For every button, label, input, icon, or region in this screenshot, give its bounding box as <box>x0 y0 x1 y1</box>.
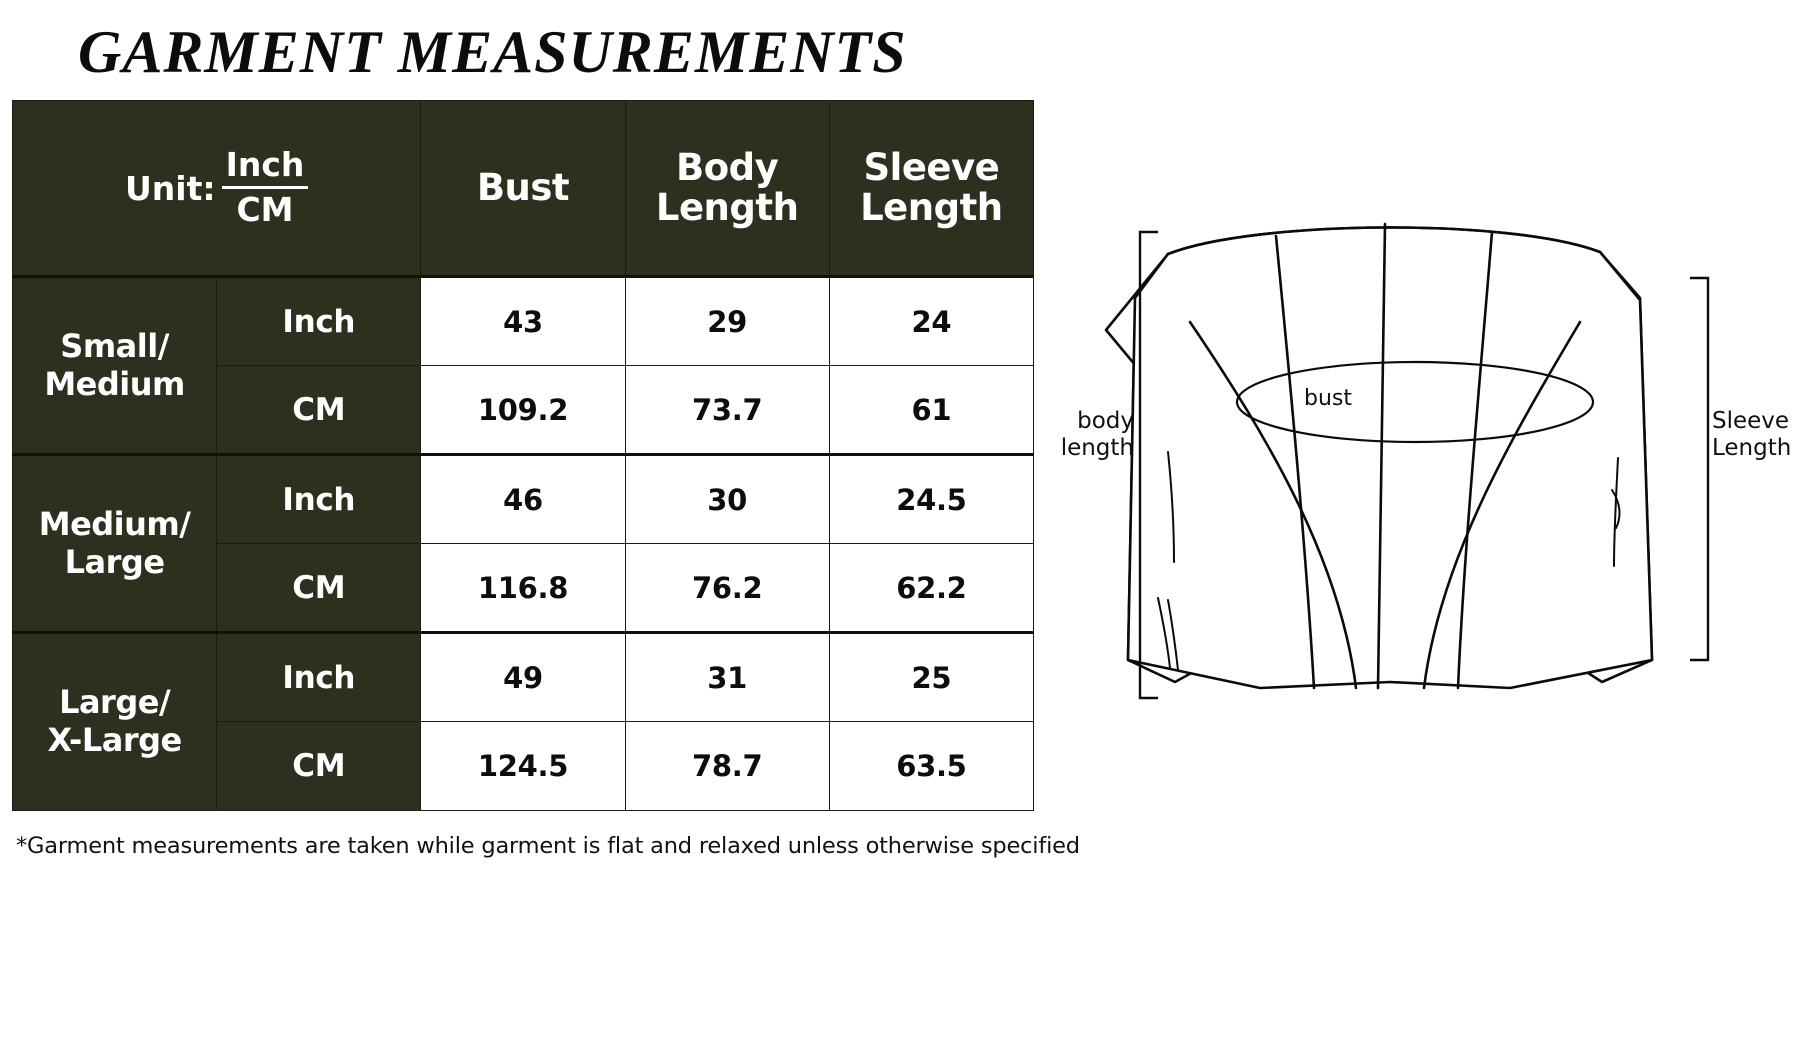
garment-flat-sketch-svg <box>1104 222 1710 700</box>
left-hem-detail-a <box>1157 597 1171 669</box>
body-length-line1: Body <box>676 146 779 190</box>
measurement-table-container: Unit: Inch CM Bust Body Length <box>11 100 1035 811</box>
footnote-text: *Garment measurements are taken while ga… <box>16 833 1080 859</box>
cell-sleeve-length: 25 <box>828 631 1035 722</box>
size-line1: Large/ <box>59 683 171 722</box>
table-row: CM 109.2 73.7 61 <box>13 365 1035 455</box>
sleeve-length-line1: Sleeve <box>863 146 1000 190</box>
table-row: Medium/ Large Inch 46 30 24.5 <box>11 453 1035 633</box>
size-line2: X-Large <box>47 721 182 759</box>
unit-fraction: Inch CM <box>221 145 309 229</box>
cell-bust: 49 <box>420 631 626 722</box>
size-line2: Large <box>64 542 165 581</box>
cell-sleeve-length: 61 <box>828 365 1035 455</box>
cell-sleeve-length: 24.5 <box>828 453 1035 544</box>
right-pocket-flap <box>1611 489 1621 529</box>
shoulder-seam <box>1166 226 1602 256</box>
sleeve-length-line2: Length <box>860 186 1003 229</box>
unit-row-label-inch: Inch <box>216 453 422 544</box>
size-line2: Medium <box>44 364 185 403</box>
cell-bust: 116.8 <box>420 543 626 633</box>
body-length-line2: Length <box>655 186 799 229</box>
table-header: Unit: Inch CM Bust Body Length <box>11 100 1035 277</box>
cell-bust: 124.5 <box>420 721 626 811</box>
unit-row-label-inch: Inch <box>216 275 422 366</box>
table-row: Small/ Medium Inch 43 29 24 <box>11 275 1035 455</box>
cell-body-length: 30 <box>624 453 830 544</box>
center-back-line <box>1376 222 1387 690</box>
size-label-small-medium: Small/ Medium <box>11 275 218 455</box>
right-pocket-detail <box>1613 457 1619 567</box>
body-panel <box>1126 226 1654 690</box>
unit-denominator: CM <box>236 190 294 229</box>
garment-outline-group <box>1104 222 1654 690</box>
table-body: Small/ Medium Inch 43 29 24 CM 109.2 73.… <box>11 275 1035 811</box>
sleeve-length-annotation-label: Sleeve Length <box>1712 408 1792 462</box>
measurement-table: Unit: Inch CM Bust Body Length <box>11 100 1035 811</box>
cell-bust: 46 <box>420 453 626 544</box>
cell-sleeve-length: 62.2 <box>828 543 1035 633</box>
unit-numerator: Inch <box>225 145 305 185</box>
cell-body-length: 29 <box>624 275 830 366</box>
bust-measure-ellipse <box>1235 360 1595 444</box>
unit-row-label-inch: Inch <box>216 631 422 722</box>
left-hem-detail-b <box>1167 599 1179 671</box>
unit-label: Unit: <box>124 168 216 208</box>
body-length-annotation-label: body length <box>1060 408 1134 462</box>
left-lapel-roll-line <box>1274 234 1316 690</box>
size-line1: Medium/ <box>38 504 191 543</box>
cell-bust: 43 <box>420 275 626 366</box>
unit-row-label-cm: CM <box>216 721 422 811</box>
size-line1: Small/ <box>60 326 169 365</box>
table-row: CM 124.5 78.7 63.5 <box>13 721 1035 811</box>
left-pocket-detail <box>1167 451 1175 563</box>
bust-annotation-label: bust <box>1304 386 1352 411</box>
unit-header-cell: Unit: Inch CM <box>11 100 422 277</box>
fraction-bar <box>221 186 309 189</box>
cell-body-length: 73.7 <box>624 365 830 455</box>
cell-sleeve-length: 24 <box>828 275 1035 366</box>
size-label-medium-large: Medium/ Large <box>11 453 218 633</box>
sleeve-length-bracket <box>1690 276 1710 662</box>
size-label-large-xlarge: Large/ X-Large <box>11 631 218 811</box>
column-header-bust: Bust <box>420 100 626 277</box>
cell-body-length: 76.2 <box>624 543 830 633</box>
cell-body-length: 78.7 <box>624 721 830 811</box>
body-length-bracket <box>1138 230 1158 700</box>
table-row: CM 116.8 76.2 62.2 <box>13 543 1035 633</box>
cell-bust: 109.2 <box>420 365 626 455</box>
column-header-sleeve-length: Sleeve Length <box>828 100 1035 277</box>
right-front-edge <box>1422 320 1582 690</box>
unit-row-label-cm: CM <box>216 365 422 455</box>
cell-sleeve-length: 63.5 <box>828 721 1035 811</box>
table-header-row: Unit: Inch CM Bust Body Length <box>11 100 1035 277</box>
unit-row-label-cm: CM <box>216 543 422 633</box>
left-front-edge <box>1188 320 1358 690</box>
right-lapel-roll-line <box>1456 230 1494 690</box>
garment-illustration: body length Sleeve Length bust <box>1040 190 1791 750</box>
table-row: Large/ X-Large Inch 49 31 25 <box>11 631 1035 811</box>
column-header-body-length: Body Length <box>624 100 830 277</box>
cell-body-length: 31 <box>624 631 830 722</box>
page-title: GARMENT MEASUREMENTS <box>78 19 907 85</box>
